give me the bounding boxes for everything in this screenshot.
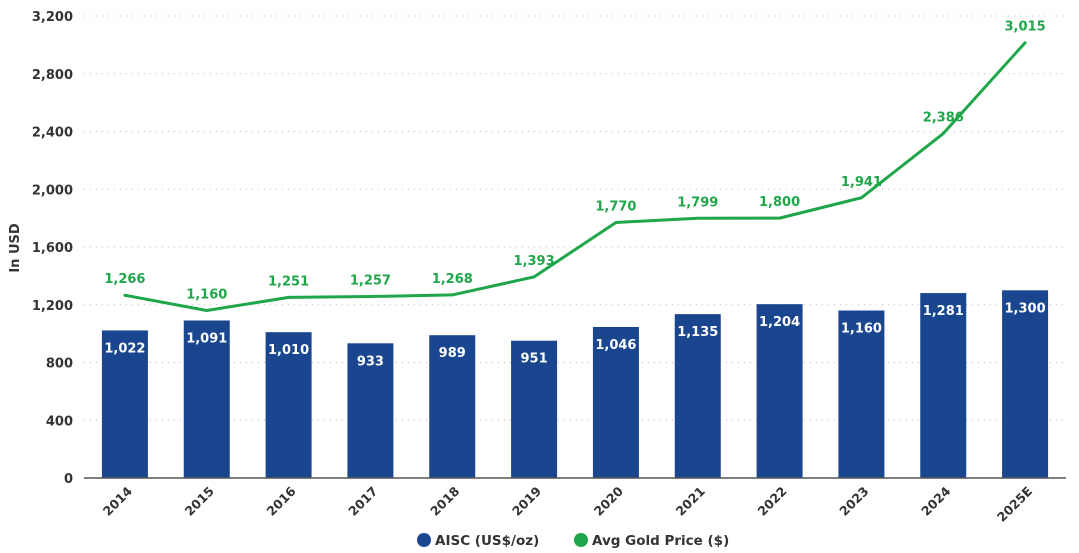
aisc-bar-2020 bbox=[592, 326, 639, 478]
aisc-bar-2015 bbox=[183, 320, 230, 478]
legend-swatch-aisc bbox=[417, 533, 431, 547]
x-tick-label: 2019 bbox=[509, 484, 544, 519]
aisc-bar-2024 bbox=[920, 293, 967, 478]
x-tick-label: 2024 bbox=[918, 483, 953, 518]
x-tick-label: 2020 bbox=[591, 483, 626, 518]
gold-price-polyline bbox=[124, 41, 1027, 313]
gridlines bbox=[84, 15, 1066, 421]
gold-price-label: 2,386 bbox=[923, 111, 964, 126]
gold-price-point-2021 bbox=[696, 216, 700, 220]
gold-price-label: 1,770 bbox=[595, 199, 636, 214]
aisc-bar-label: 1,022 bbox=[104, 341, 145, 356]
x-axis-ticks: 2014 2015 2016 2017 2018 2019 2020 2021 2022 2023… bbox=[100, 483, 1035, 524]
aisc-bar-label: 1,204 bbox=[759, 315, 800, 330]
legend-swatch-gold-price bbox=[574, 533, 588, 547]
x-tick-label: 2015 bbox=[182, 484, 217, 519]
y-tick-label: 2,400 bbox=[32, 126, 73, 141]
legend-label-gold-price: Avg Gold Price ($) bbox=[592, 533, 729, 549]
gold-price-label: 1,941 bbox=[841, 175, 882, 190]
aisc-bar-2014 bbox=[101, 330, 148, 478]
aisc-bar-label: 1,281 bbox=[923, 304, 964, 319]
y-tick-label: 3,200 bbox=[32, 10, 73, 25]
aisc-bar-label: 933 bbox=[357, 354, 384, 369]
gold-price-line: 1,266 1,160 1,251 1,257 1,268 1,393 1,770 1,799… bbox=[104, 20, 1046, 313]
aisc-bar-2021 bbox=[674, 314, 721, 478]
gold-price-point-2017 bbox=[368, 295, 372, 299]
y-axis-title: In USD bbox=[8, 223, 23, 273]
x-tick-label: 2014 bbox=[100, 483, 135, 518]
aisc-bar-label: 1,091 bbox=[186, 331, 227, 346]
x-tick-label: 2017 bbox=[345, 484, 380, 519]
gold-price-point-2015 bbox=[205, 309, 209, 313]
x-tick-label: 2018 bbox=[427, 484, 462, 519]
aisc-bar-2018 bbox=[429, 335, 476, 478]
legend: AISC (US$/oz) Avg Gold Price ($) bbox=[417, 533, 729, 549]
gold-price-point-2019 bbox=[532, 275, 536, 279]
gold-price-point-2022 bbox=[778, 216, 782, 220]
x-tick-label: 2021 bbox=[673, 484, 708, 519]
y-tick-label: 0 bbox=[64, 472, 73, 487]
gold-price-label: 1,257 bbox=[350, 274, 391, 289]
aisc-bar-2017 bbox=[347, 343, 394, 478]
y-tick-label: 1,600 bbox=[32, 241, 73, 256]
gold-price-point-2025E bbox=[1023, 41, 1027, 45]
legend-label-aisc: AISC (US$/oz) bbox=[435, 533, 539, 549]
x-tick-label: 2025E bbox=[994, 484, 1035, 525]
gold-price-label: 1,799 bbox=[677, 195, 718, 210]
gold-price-point-2018 bbox=[450, 293, 454, 297]
aisc-bar-2016 bbox=[265, 332, 312, 478]
aisc-bar-label: 951 bbox=[521, 352, 548, 367]
aisc-bar-label: 1,300 bbox=[1005, 301, 1046, 316]
y-tick-label: 400 bbox=[46, 414, 73, 429]
aisc-bar-label: 1,160 bbox=[841, 322, 882, 337]
x-tick-label: 2016 bbox=[263, 483, 298, 518]
gold-price-point-2023 bbox=[859, 196, 863, 200]
y-tick-label: 800 bbox=[46, 357, 73, 372]
gold-price-label: 1,800 bbox=[759, 195, 800, 210]
x-tick-label: 2023 bbox=[836, 484, 871, 519]
gold-price-label: 1,268 bbox=[432, 272, 473, 287]
gold-price-label: 3,015 bbox=[1005, 20, 1046, 35]
aisc-bar-2025E bbox=[1002, 290, 1049, 478]
aisc-bar-2019 bbox=[511, 340, 558, 478]
x-tick-label: 2022 bbox=[754, 484, 789, 519]
aisc-bar-label: 1,046 bbox=[595, 338, 636, 353]
gold-price-point-2014 bbox=[123, 293, 127, 297]
y-tick-label: 2,000 bbox=[32, 183, 73, 198]
aisc-bar-label: 1,135 bbox=[677, 325, 718, 340]
gold-price-label: 1,266 bbox=[104, 272, 145, 287]
gold-price-label: 1,160 bbox=[186, 288, 227, 303]
aisc-bar-2023 bbox=[838, 310, 885, 478]
y-axis-ticks: 0 400 800 1,200 1,600 2,000 2,400 2,800 3,200 bbox=[32, 10, 73, 487]
aisc-bar-label: 1,010 bbox=[268, 343, 309, 358]
gold-price-point-2016 bbox=[287, 295, 291, 299]
gold-price-point-2020 bbox=[614, 220, 618, 224]
y-tick-label: 1,200 bbox=[32, 299, 73, 314]
aisc-bars: 1,022 1,091 1,010 933 989 951 1,046 1,135 1,204 1… bbox=[101, 290, 1049, 478]
gold-price-label: 1,393 bbox=[514, 254, 555, 269]
y-tick-label: 2,800 bbox=[32, 68, 73, 83]
gold-price-label: 1,251 bbox=[268, 274, 309, 289]
aisc-bar-2022 bbox=[756, 304, 803, 478]
gold-price-point-2024 bbox=[941, 132, 945, 136]
aisc-bar-label: 989 bbox=[439, 346, 466, 361]
